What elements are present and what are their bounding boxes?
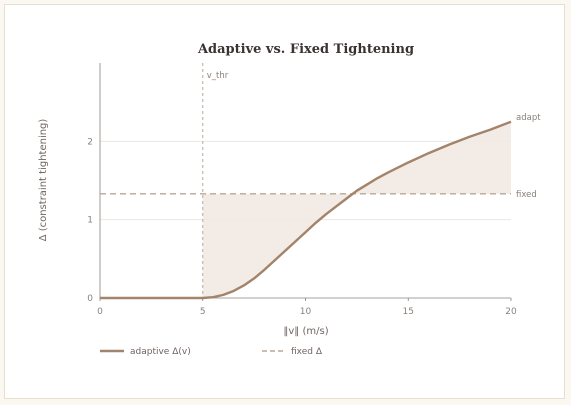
x-tick-label-10: 10 bbox=[300, 307, 312, 317]
threshold-label: v_thr bbox=[207, 71, 229, 81]
series-lines: v_thr adaptive fixed bbox=[100, 63, 553, 300]
difference-fill bbox=[202, 121, 511, 298]
y-tick-label-1: 1 bbox=[87, 216, 93, 226]
x-tick-label-20: 20 bbox=[505, 307, 517, 317]
x-tick-label-15: 15 bbox=[403, 307, 414, 317]
legend-adaptive-label: adaptive Δ(v) bbox=[130, 347, 191, 357]
adaptive-series-line bbox=[100, 120, 512, 300]
adaptive-end-label: adaptive bbox=[516, 113, 553, 123]
y-tick-label-2: 2 bbox=[87, 137, 93, 147]
x-tick-label-5: 5 bbox=[200, 307, 206, 317]
legend-fixed-label: fixed Δ bbox=[291, 347, 323, 357]
fixed-end-label: fixed bbox=[516, 190, 537, 200]
tick-labels: 0 5 10 15 20 0 1 2 bbox=[87, 137, 517, 317]
difference-area bbox=[202, 121, 511, 298]
legend: adaptive Δ(v) fixed Δ bbox=[100, 347, 323, 357]
x-axis-label: ‖v‖ (m/s) bbox=[283, 326, 328, 337]
y-tick-label-0: 0 bbox=[87, 294, 93, 304]
chart-title: Adaptive vs. Fixed Tightening bbox=[197, 42, 414, 57]
x-tick-label-0: 0 bbox=[97, 307, 103, 317]
y-axis-label: Δ (constraint tightening) bbox=[38, 119, 49, 242]
